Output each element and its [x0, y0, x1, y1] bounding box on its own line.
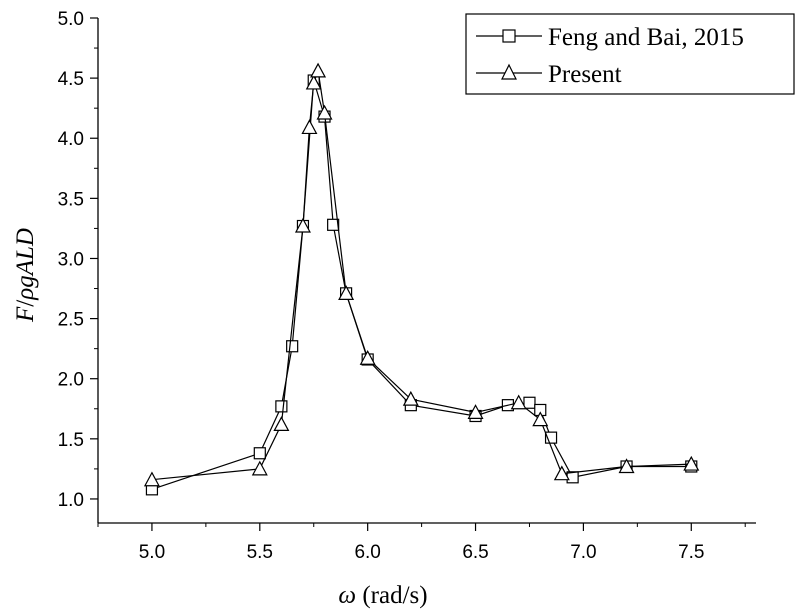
- data-point-triangle: [316, 104, 333, 120]
- data-point-triangle: [301, 119, 318, 135]
- data-point-triangle: [143, 471, 160, 487]
- data-point-square: [544, 431, 558, 444]
- data-point-triangle: [310, 62, 327, 78]
- y-tick-label: 2.5: [58, 310, 84, 331]
- data-point-triangle: [338, 285, 355, 300]
- y-tick-label: 2.0: [58, 370, 84, 391]
- x-tick-label: 7.5: [678, 542, 704, 563]
- legend-marker-square: [502, 29, 516, 43]
- x-axis-title: ω (rad/s): [338, 582, 427, 609]
- data-point-square: [275, 400, 288, 413]
- data-point-square: [253, 447, 266, 460]
- series-layer: [143, 62, 700, 496]
- data-point-triangle: [532, 411, 549, 427]
- series-square: [145, 74, 698, 496]
- data-point-triangle: [273, 416, 290, 432]
- legend-label-present: Present: [548, 61, 622, 88]
- series-line-triangle: [151, 70, 692, 481]
- data-point-triangle: [251, 460, 268, 476]
- y-tick-label: 1.0: [58, 490, 84, 511]
- series-line-square: [151, 80, 692, 490]
- y-axis-title: F/ρgALD: [12, 228, 39, 323]
- data-point-triangle: [510, 394, 527, 410]
- legend-marker-triangle: [501, 63, 517, 80]
- legend-label-feng: Feng and Bai, 2015: [548, 24, 744, 51]
- data-point-square: [523, 396, 536, 409]
- x-tick-label: 6.5: [462, 542, 488, 563]
- series-triangle: [143, 62, 700, 487]
- data-point-triangle: [618, 458, 635, 474]
- y-tick-label: 3.5: [58, 189, 84, 210]
- data-point-square: [327, 218, 340, 231]
- x-tick-label: 5.5: [247, 542, 273, 563]
- x-tick-label: 5.0: [139, 542, 165, 563]
- x-tick-label: 6.0: [354, 542, 380, 563]
- y-tick-label: 4.5: [58, 69, 84, 90]
- y-tick-label: 5.0: [58, 9, 84, 30]
- data-point-triangle: [305, 74, 322, 90]
- y-tick-label: 4.0: [58, 129, 84, 150]
- data-point-triangle: [553, 465, 570, 481]
- data-point-square: [286, 340, 299, 353]
- legend: Feng and Bai, 2015 Present: [465, 13, 795, 95]
- legend-box: [465, 13, 795, 95]
- y-tick-label: 1.5: [58, 430, 84, 451]
- data-point-triangle: [294, 217, 311, 233]
- y-tick-label: 3.0: [58, 249, 84, 270]
- data-point-triangle: [359, 350, 376, 365]
- axes: 1.0 1.5 2.0 2.5 3.0 3.5 4.0 4.5 5.0 5.0 5.5 6.0 6.5 7…: [58, 9, 756, 563]
- data-point-triangle: [467, 404, 484, 419]
- x-tick-label: 7.0: [570, 542, 596, 563]
- data-point-triangle: [402, 390, 419, 406]
- data-point-triangle: [683, 455, 700, 471]
